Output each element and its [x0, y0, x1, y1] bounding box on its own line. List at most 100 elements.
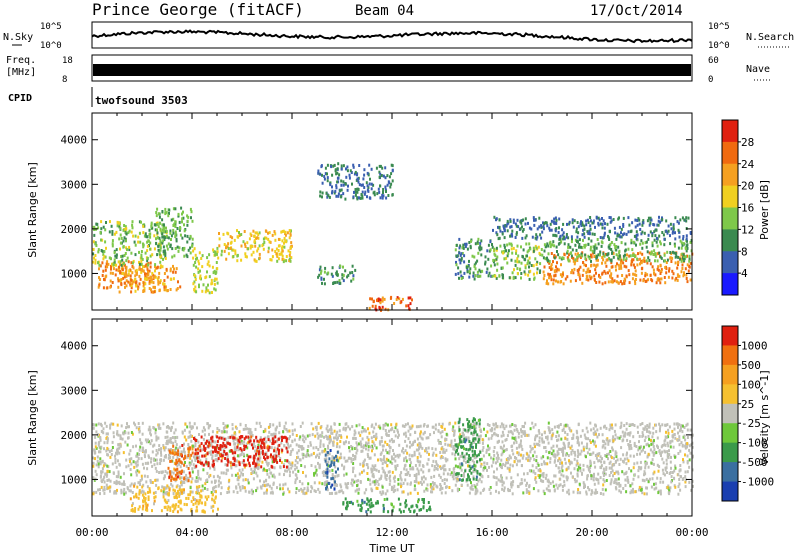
velocity-cell — [112, 422, 115, 426]
velocity-cell — [135, 426, 138, 430]
power-cell — [193, 280, 196, 284]
velocity-cell — [521, 430, 524, 433]
power-cell — [330, 165, 333, 169]
power-cell — [125, 227, 128, 231]
velocity-cell — [118, 462, 121, 466]
power-cell — [215, 270, 218, 274]
velocity-cell — [546, 456, 549, 460]
velocity-cell — [576, 438, 579, 442]
power-cell — [357, 177, 359, 181]
velocity-cell — [164, 435, 167, 439]
velocity-cell — [280, 460, 283, 464]
velocity-cell — [641, 434, 644, 438]
power-cell — [455, 254, 458, 258]
power-cell — [323, 175, 326, 178]
power-cell — [685, 277, 688, 280]
velocity-cell — [360, 449, 363, 453]
power-cell — [583, 235, 586, 239]
power-cell — [356, 187, 359, 191]
power-cell — [354, 188, 357, 191]
power-cell — [650, 250, 653, 254]
velocity-cell — [638, 434, 641, 438]
velocity-cell — [170, 440, 173, 444]
power-cell — [162, 282, 165, 286]
power-cell — [157, 225, 160, 229]
power-cell — [486, 249, 489, 253]
power-cell — [226, 245, 229, 249]
velocity-cell — [605, 466, 608, 470]
velocity-cell — [485, 448, 488, 452]
velocity-cell — [326, 473, 329, 477]
velocity-cell — [684, 446, 687, 450]
velocity-cell — [493, 453, 496, 457]
velocity-cell — [160, 451, 162, 454]
velocity-cell — [426, 483, 429, 487]
power-cell — [172, 270, 175, 274]
power-cell — [175, 267, 178, 271]
velocity-cell — [439, 475, 442, 479]
velocity-cell — [251, 492, 254, 496]
power-cell — [218, 237, 221, 241]
velocity-cell — [411, 454, 414, 458]
velocity-cell — [640, 466, 643, 470]
velocity-cell — [643, 492, 646, 496]
velocity-cell — [573, 457, 576, 461]
power-cell — [111, 230, 114, 233]
power-cell — [157, 212, 160, 216]
velocity-cell — [431, 447, 434, 451]
power-cell — [645, 245, 648, 249]
velocity-cell — [241, 468, 244, 472]
power-cell — [546, 256, 548, 260]
power-cell — [598, 218, 601, 222]
velocity-cell — [604, 446, 607, 450]
velocity-cell — [609, 423, 612, 427]
power-cell — [535, 246, 538, 250]
power-cell — [351, 271, 354, 274]
power-cell — [572, 271, 575, 275]
velocity-cell — [267, 425, 270, 429]
velocity-cell — [562, 427, 565, 431]
velocity-cell — [607, 457, 609, 461]
power-cell — [150, 290, 153, 294]
velocity-cell — [400, 478, 403, 482]
power-cell — [234, 252, 237, 256]
velocity-cell — [387, 458, 390, 462]
power-cell — [335, 172, 338, 176]
power-cell — [494, 274, 497, 278]
velocity-cell — [170, 470, 173, 474]
power-cell — [349, 271, 352, 275]
velocity-cell — [213, 490, 216, 493]
power-cell — [159, 240, 162, 244]
velocity-cell — [146, 485, 149, 489]
velocity-cell — [155, 437, 158, 441]
velocity-cell — [400, 471, 403, 475]
velocity-cell — [302, 447, 305, 451]
velocity-cell — [439, 431, 442, 435]
power-cell — [149, 241, 152, 245]
power-cell — [130, 290, 133, 294]
power-cell — [378, 164, 381, 168]
power-cell — [676, 278, 679, 282]
velocity-cell — [597, 481, 600, 485]
velocity-cell — [419, 430, 422, 434]
power-cell — [182, 210, 184, 214]
power-cell — [118, 290, 121, 294]
power-cell — [104, 228, 107, 232]
velocity-cell — [168, 440, 171, 444]
power-cell — [659, 272, 662, 275]
power-cell — [494, 253, 497, 257]
velocity-cell — [574, 480, 577, 484]
power-cell — [92, 240, 95, 244]
velocity-cell — [646, 442, 649, 446]
velocity-cell — [388, 444, 391, 448]
power-cell — [352, 195, 355, 199]
power-cell — [624, 242, 627, 246]
power-cell — [395, 298, 398, 301]
velocity-cell — [564, 461, 567, 465]
power-cell — [269, 240, 272, 244]
velocity-cell — [630, 469, 633, 473]
velocity-cell — [332, 443, 335, 447]
power-cell — [132, 266, 135, 270]
power-cell — [138, 262, 141, 266]
power-cell — [495, 248, 498, 252]
